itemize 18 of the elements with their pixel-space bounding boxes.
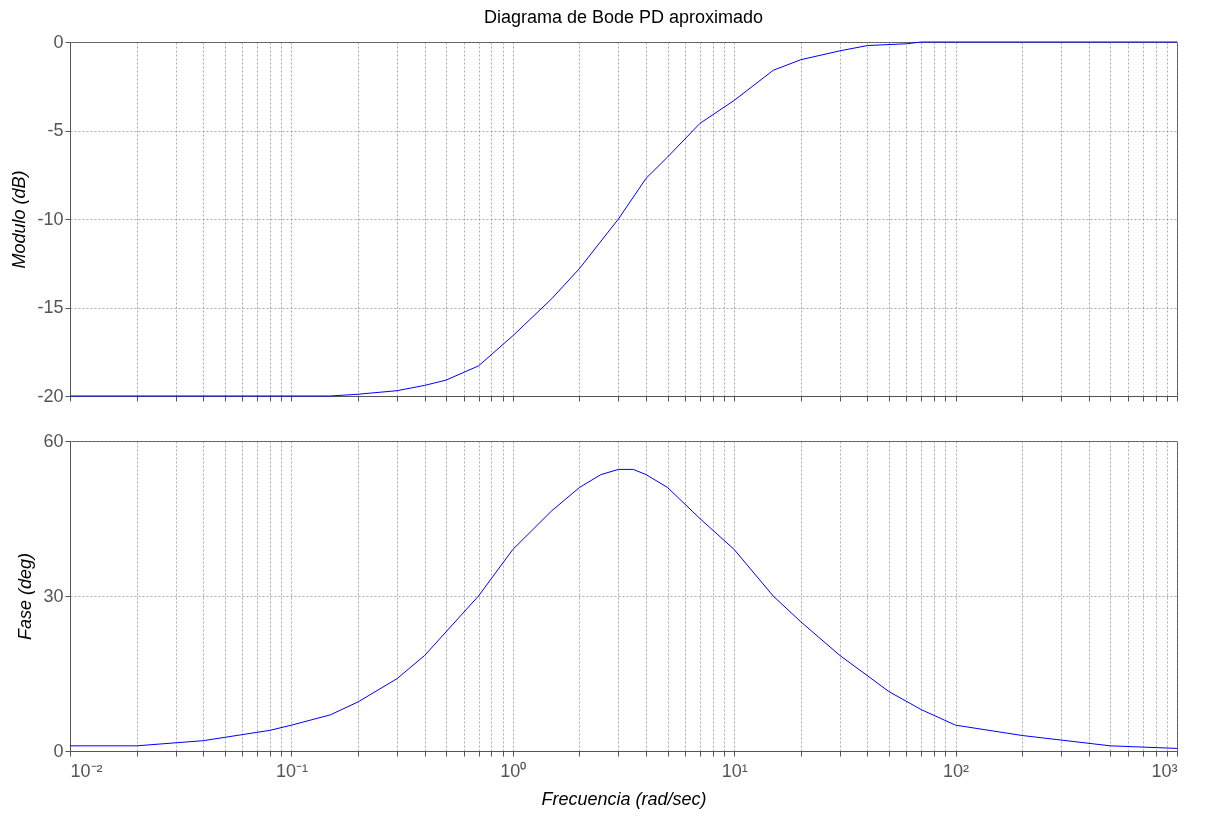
y-tick-label: -5	[47, 120, 64, 140]
y-tick-label: -10	[37, 208, 64, 229]
y-axis-title: Modulo (dB)	[9, 170, 30, 269]
y-tick-label: 30	[43, 585, 64, 606]
x-tick-label: 10⁰	[500, 760, 527, 781]
chart-title: Diagrama de Bode PD aproximado	[483, 7, 764, 27]
x-tick-label: 10¹	[721, 760, 748, 781]
x-axis-title: Frecuencia (rad/sec)	[541, 788, 707, 809]
y-tick-label: -15	[37, 297, 64, 317]
x-tick-label: 10⁻²	[70, 760, 103, 781]
y-tick-label: 0	[53, 31, 64, 52]
y-tick-label: -20	[37, 385, 64, 406]
x-tick-label: 10³	[1151, 760, 1178, 781]
x-tick-label: 10⁻¹	[275, 760, 308, 781]
y-tick-label: 60	[43, 430, 64, 451]
x-tick-label: 10²	[943, 760, 970, 781]
y-axis-title: Fase (deg)	[15, 552, 36, 641]
y-tick-label: 0	[53, 740, 64, 761]
